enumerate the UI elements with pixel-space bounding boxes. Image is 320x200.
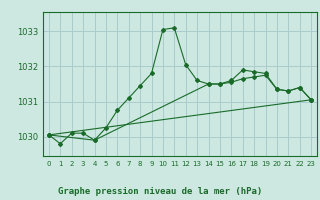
Text: Graphe pression niveau de la mer (hPa): Graphe pression niveau de la mer (hPa) xyxy=(58,187,262,196)
